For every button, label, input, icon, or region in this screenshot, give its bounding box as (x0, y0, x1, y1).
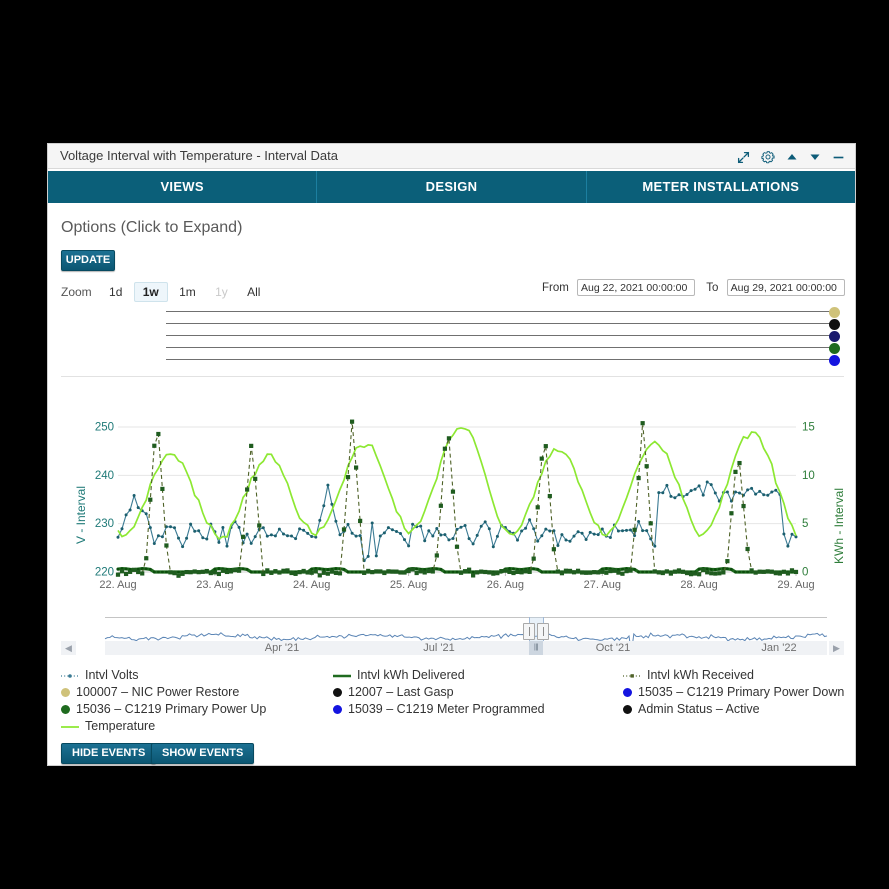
svg-text:15: 15 (802, 422, 815, 434)
svg-text:240: 240 (95, 470, 114, 482)
svg-text:24. Aug: 24. Aug (293, 579, 330, 591)
svg-text:5: 5 (802, 518, 808, 530)
svg-text:22. Aug: 22. Aug (99, 579, 136, 591)
svg-text:250: 250 (95, 422, 114, 434)
svg-text:23. Aug: 23. Aug (196, 579, 233, 591)
svg-text:25. Aug: 25. Aug (390, 579, 427, 591)
svg-text:27. Aug: 27. Aug (584, 579, 621, 591)
svg-text:0: 0 (802, 567, 808, 579)
svg-text:26. Aug: 26. Aug (487, 579, 524, 591)
svg-text:10: 10 (802, 470, 815, 482)
svg-text:230: 230 (95, 518, 114, 530)
svg-text:28. Aug: 28. Aug (680, 579, 717, 591)
svg-text:29. Aug: 29. Aug (777, 579, 814, 591)
svg-text:220: 220 (95, 567, 114, 579)
